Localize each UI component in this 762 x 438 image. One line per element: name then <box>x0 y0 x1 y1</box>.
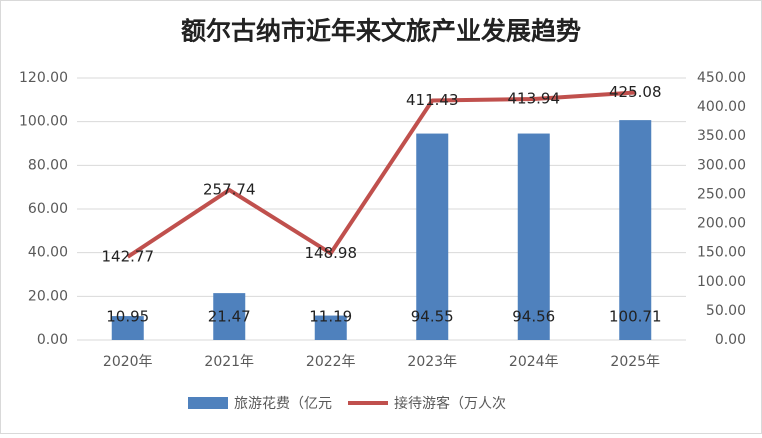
y2-tick-label: 100.00 <box>697 274 746 290</box>
data-label: 142.77 <box>102 247 155 265</box>
y-tick-label: 100.00 <box>19 114 68 130</box>
y2-tick-label: 400.00 <box>697 99 746 115</box>
y2-tick-label: 250.00 <box>697 186 746 202</box>
y2-tick-label: 200.00 <box>697 216 746 232</box>
y2-tick-label: 0.00 <box>715 332 746 348</box>
x-tick-label: 2022年 <box>306 354 356 370</box>
data-label: 257.74 <box>203 180 256 198</box>
chart-title: 额尔古纳市近年来文旅产业发展趋势 <box>181 17 581 46</box>
bar <box>213 293 246 340</box>
bar <box>517 133 550 340</box>
data-label: 148.98 <box>305 244 358 262</box>
data-label: 411.43 <box>406 91 459 109</box>
data-label: 413.94 <box>508 89 561 107</box>
bar <box>314 315 347 340</box>
y-tick-label: 80.00 <box>28 157 68 173</box>
y2-tick-label: 450.00 <box>697 70 746 86</box>
y-tick-label: 0.00 <box>37 332 68 348</box>
bar <box>619 120 652 340</box>
x-tick-label: 2025年 <box>610 354 660 370</box>
y2-tick-label: 350.00 <box>697 128 746 144</box>
y2-tick-label: 300.00 <box>697 157 746 173</box>
y-tick-label: 60.00 <box>28 201 68 217</box>
data-label: 100.71 <box>609 308 662 326</box>
data-label: 10.95 <box>106 308 149 326</box>
data-label: 11.19 <box>309 308 352 326</box>
y-tick-label: 20.00 <box>28 288 68 304</box>
x-tick-label: 2024年 <box>509 354 559 370</box>
data-label: 94.55 <box>411 308 454 326</box>
legend-label: 旅游花费（亿元 <box>234 396 332 412</box>
data-label: 21.47 <box>208 308 251 326</box>
legend-label: 接待游客（万人次 <box>394 395 506 412</box>
y2-tick-label: 50.00 <box>706 303 746 319</box>
y-tick-label: 120.00 <box>19 70 68 86</box>
line <box>126 90 636 259</box>
x-tick-label: 2020年 <box>103 354 153 370</box>
x-tick-label: 2021年 <box>204 354 254 370</box>
data-label: 425.08 <box>609 83 662 101</box>
y-tick-label: 40.00 <box>28 245 68 261</box>
bar <box>416 133 449 340</box>
bar <box>111 316 144 340</box>
legend-swatch <box>188 397 228 409</box>
x-tick-label: 2023年 <box>407 354 457 370</box>
y2-tick-label: 150.00 <box>697 245 746 261</box>
data-label: 94.56 <box>512 308 555 326</box>
